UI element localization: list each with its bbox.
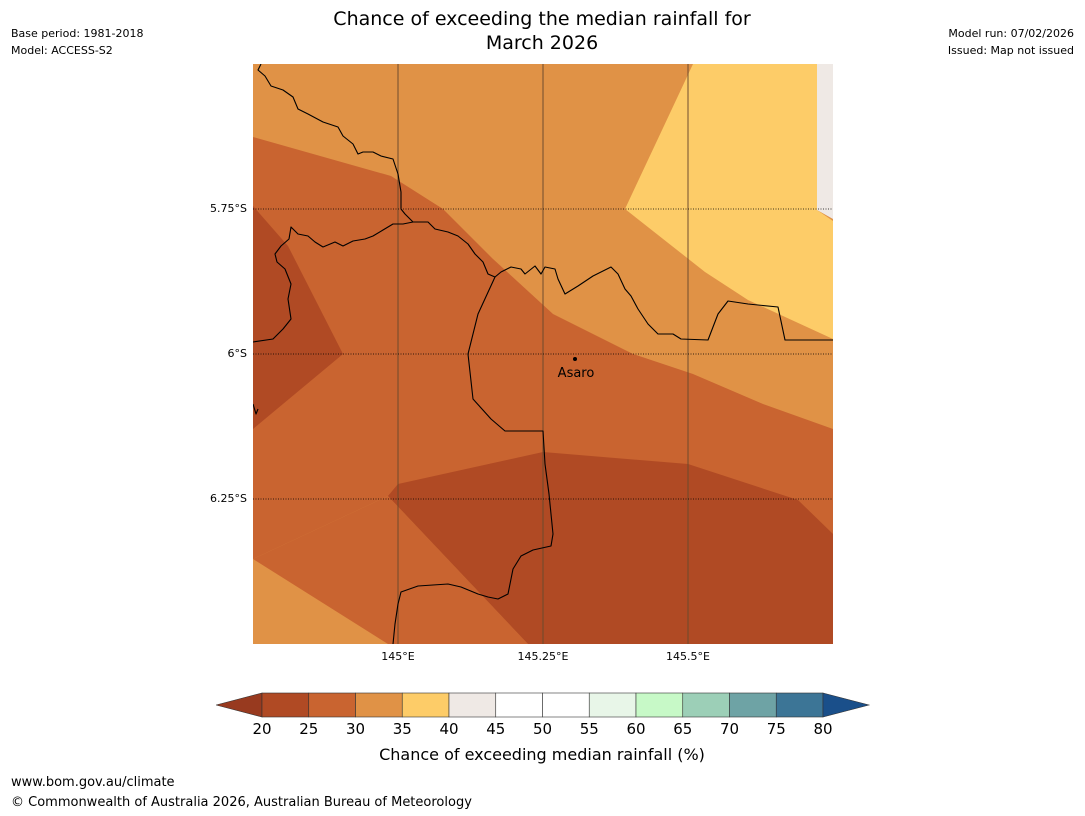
province-boundary-south <box>392 276 554 644</box>
zone-35-40 <box>625 64 833 339</box>
footer-copyright: © Commonwealth of Australia 2026, Austra… <box>11 795 472 810</box>
colorbar-tick-35: 35 <box>392 720 412 738</box>
zone-40-45 <box>817 64 833 219</box>
colorbar-cell-25-30 <box>308 692 356 718</box>
zone-20-25-west <box>253 206 343 429</box>
colorbar-tick-45: 45 <box>486 720 506 738</box>
colorbar-tick-75: 75 <box>766 720 786 738</box>
province-boundary-west-edge <box>253 403 259 415</box>
metadata-left: Base period: 1981-2018 Model: ACCESS-S2 <box>11 25 143 59</box>
colorbar-tick-50: 50 <box>532 720 553 738</box>
base-period-text: Base period: 1981-2018 <box>11 27 144 40</box>
colorbar-cell-40-45 <box>448 692 497 718</box>
colorbar-extend-upper <box>822 692 871 718</box>
colorbar-tick-30: 30 <box>345 720 366 738</box>
colorbar-cell-20-25 <box>261 692 310 718</box>
colorbar-label: Chance of exceeding median rainfall (%) <box>379 745 705 764</box>
title-line-2: March 2026 <box>485 32 599 54</box>
colorbar-extend-lower <box>216 692 263 718</box>
lat-label-6s: 6°S <box>227 347 247 360</box>
colorbar-cell-65-70 <box>682 692 730 718</box>
lon-label-145-5e: 145.5°E <box>666 650 710 663</box>
colorbar-cell-55-60 <box>588 692 637 718</box>
colorbar <box>216 692 871 718</box>
colorbar-cell-35-40 <box>401 692 450 718</box>
colorbar-tick-70: 70 <box>719 720 740 738</box>
lon-label-145-25e: 145.25°E <box>517 650 569 663</box>
province-boundary-east <box>413 221 833 341</box>
issued-text: Issued: Map not issued <box>947 44 1074 57</box>
lat-label-6-25s: 6.25°S <box>210 492 247 505</box>
model-text: Model: ACCESS-S2 <box>11 44 113 57</box>
colorbar-cell-30-35 <box>355 692 403 718</box>
colorbar-tick-55: 55 <box>579 720 599 738</box>
colorbar-tick-60: 60 <box>626 720 646 738</box>
footer-website: www.bom.gov.au/climate <box>11 775 175 790</box>
colorbar-tick-80: 80 <box>813 720 833 738</box>
colorbar-cell-60-65 <box>635 692 684 718</box>
place-label-asaro: Asaro <box>558 366 595 381</box>
colorbar-cell-70-75 <box>729 692 777 718</box>
map-panel: Asaro <box>253 64 833 644</box>
colorbar-tick-40: 40 <box>439 720 459 738</box>
zone-30-35-southwest <box>253 559 388 644</box>
colorbar-cell-45-50 <box>495 692 543 718</box>
lon-label-145e: 145°E <box>381 650 415 663</box>
title-line-1: Chance of exceeding the median rainfall … <box>333 8 751 30</box>
zone-20-25-southeast <box>388 452 833 644</box>
place-marker-asaro <box>573 357 577 361</box>
province-boundary-north <box>257 64 414 223</box>
colorbar-tick-20: 20 <box>252 720 272 738</box>
metadata-right: Model run: 07/02/2026 Issued: Map not is… <box>948 25 1074 59</box>
map-title: Chance of exceeding the median rainfall … <box>242 7 842 55</box>
model-run-text: Model run: 07/02/2026 <box>948 27 1074 40</box>
province-boundary-central <box>253 221 414 343</box>
colorbar-cell-75-80 <box>775 692 824 718</box>
colorbar-tick-65: 65 <box>673 720 693 738</box>
colorbar-tick-25: 25 <box>299 720 319 738</box>
map-canvas: Asaro <box>253 64 833 644</box>
lat-label-5-75s: 5.75°S <box>210 202 247 215</box>
colorbar-cell-50-55 <box>542 692 590 718</box>
